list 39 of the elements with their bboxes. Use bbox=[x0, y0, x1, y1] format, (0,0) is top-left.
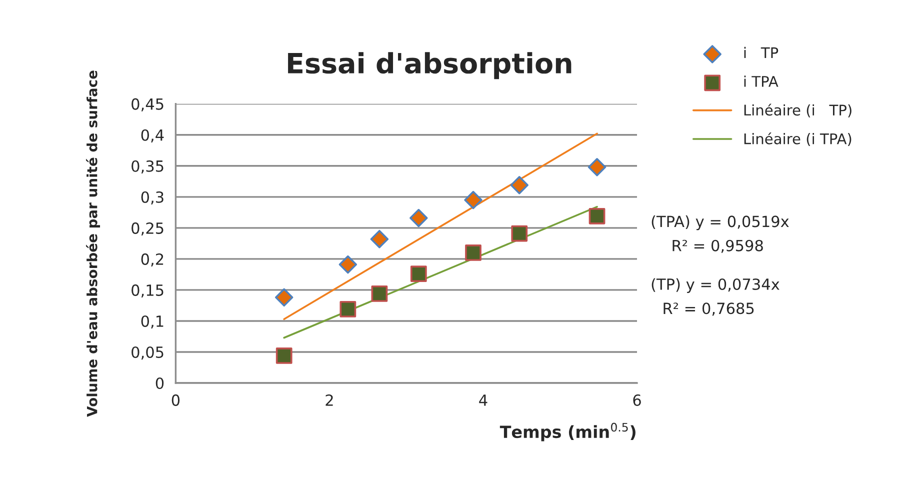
text: R² = 0,7685 bbox=[664, 302, 754, 316]
chart-title: Essai d'absorption bbox=[288, 52, 572, 80]
text: R² = 0,9598 bbox=[672, 240, 763, 253]
legend-label: i TPA bbox=[744, 76, 778, 87]
y-tick-label: 0,15 bbox=[132, 284, 164, 298]
point bbox=[370, 230, 389, 248]
x-tick-label: 6 bbox=[633, 394, 641, 406]
y-tick-label: 0,45 bbox=[132, 98, 164, 112]
point bbox=[274, 288, 294, 307]
point bbox=[371, 285, 388, 302]
x-tick-label: 0 bbox=[172, 394, 180, 406]
y-tick-label: 0,2 bbox=[141, 253, 164, 267]
point bbox=[511, 225, 528, 242]
text: (TPA) y = 0,0519x bbox=[652, 215, 789, 230]
legend-label: i TP bbox=[744, 46, 778, 58]
x-tick-label: 2 bbox=[326, 394, 333, 406]
y-tick-label: 0,1 bbox=[141, 315, 164, 329]
y-tick-label: 0,3 bbox=[141, 191, 164, 204]
y-tick-label: 0,25 bbox=[132, 222, 164, 236]
legend-label: Linéaire (i TP) bbox=[744, 104, 852, 118]
y-tick-label: 0,4 bbox=[141, 129, 164, 142]
y-tick-label: 0,35 bbox=[132, 160, 164, 174]
point bbox=[465, 244, 482, 261]
point bbox=[338, 255, 358, 274]
point bbox=[410, 208, 428, 228]
point bbox=[340, 301, 356, 318]
point bbox=[510, 176, 528, 194]
legend-label: Linéaire (i TPA) bbox=[744, 132, 852, 146]
point bbox=[464, 190, 482, 210]
x-tick-label: 4 bbox=[479, 394, 488, 406]
point bbox=[410, 266, 427, 282]
text: (TP) y = 0,0734x bbox=[652, 278, 780, 293]
point bbox=[588, 158, 606, 176]
point bbox=[588, 208, 606, 224]
x-axis-title: Temps (min$^{0.5}$) bbox=[500, 422, 636, 442]
point bbox=[276, 348, 292, 364]
y-tick-label: 0,05 bbox=[132, 346, 164, 360]
y-tick-label: 0 bbox=[156, 377, 164, 390]
y-axis-title: Volume d'eau absorbée par unité de surface bbox=[86, 70, 100, 417]
